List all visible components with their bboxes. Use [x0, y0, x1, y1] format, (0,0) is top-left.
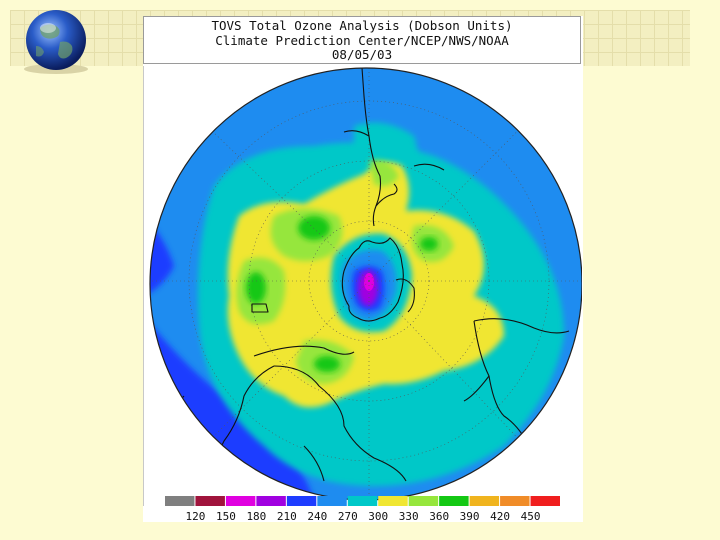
legend-tick-label: 360	[429, 510, 449, 522]
title-line-2: Climate Prediction Center/NCEP/NWS/NOAA	[215, 32, 509, 48]
legend-swatch	[195, 496, 225, 506]
legend-tick-label: 150	[216, 510, 236, 522]
color-legend: 120 150 180 210 240 270 300 330 360 390 420 450	[165, 496, 561, 523]
legend-swatch	[256, 496, 286, 506]
ozone-zone-green-2	[246, 272, 266, 304]
legend-tick-label: 120	[186, 510, 206, 522]
legend-tick-label: 390	[460, 510, 480, 522]
legend-swatch	[317, 496, 347, 506]
legend-tick-label: 450	[521, 510, 541, 522]
ozone-map	[143, 66, 583, 506]
ozone-zone-green-1	[298, 216, 330, 240]
legend-tick-label: 210	[277, 510, 297, 522]
legend-tick-label: 180	[246, 510, 266, 522]
legend-swatch	[500, 496, 530, 506]
coastlines	[168, 68, 570, 487]
legend-tick-label: 270	[338, 510, 358, 522]
legend-tick-label: 240	[307, 510, 327, 522]
legend-swatch	[408, 496, 439, 506]
ozone-field	[150, 68, 582, 500]
legend-swatch	[225, 496, 256, 506]
legend-swatch	[469, 496, 500, 506]
legend-tick-label: 420	[490, 510, 510, 522]
title-date: 08/05/03	[331, 47, 393, 62]
legend-swatch	[378, 496, 408, 506]
legend-tick-label: 330	[399, 510, 419, 522]
ozone-figure: TOVS Total Ozone Analysis (Dobson Units)…	[143, 16, 583, 523]
ozone-zone-lightgreen-5	[369, 160, 399, 187]
figure-title: TOVS Total Ozone Analysis (Dobson Units)…	[143, 16, 581, 64]
ozone-zone-green-3	[314, 356, 340, 372]
legend-swatch	[286, 496, 317, 506]
legend-swatch	[439, 496, 469, 506]
legend-tick-label: 300	[368, 510, 388, 522]
legend-swatch	[347, 496, 378, 506]
legend-swatch	[530, 496, 560, 506]
globe-icon	[10, 6, 102, 76]
ozone-zone-green-4	[420, 237, 438, 251]
legend-swatch	[165, 496, 195, 506]
title-line-1: TOVS Total Ozone Analysis (Dobson Units)	[211, 18, 513, 33]
